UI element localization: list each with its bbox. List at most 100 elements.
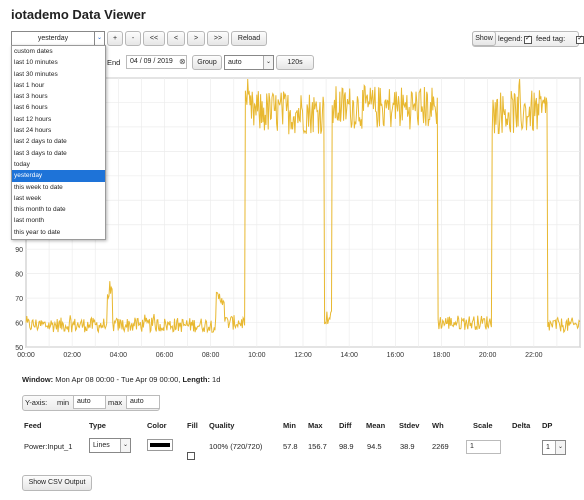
- column-header-quality: Quality: [209, 421, 235, 430]
- column-header-color: Color: [147, 421, 167, 430]
- dp-select-value: 1: [546, 444, 550, 451]
- range-select[interactable]: yesterday ⌄: [11, 31, 105, 46]
- range-option[interactable]: last month: [14, 217, 44, 225]
- column-header-feed: Feed: [24, 421, 42, 430]
- group-select-value: auto: [228, 59, 242, 66]
- x-tick-label: 12:00: [294, 352, 312, 359]
- yaxis-label: Y-axis:: [25, 398, 48, 407]
- reload-button[interactable]: Reload: [231, 31, 267, 46]
- zoom-out-button[interactable]: -: [125, 31, 141, 46]
- feedtag-checkbox[interactable]: [576, 34, 584, 44]
- feed-table-row: Power:Input_1 Lines ⌄ 100% (720/720) 57.…: [0, 9, 584, 460]
- type-select-value: Lines: [93, 442, 110, 449]
- yaxis-max-input[interactable]: auto: [126, 395, 160, 409]
- group-select[interactable]: auto ⌄: [224, 55, 274, 70]
- end-date-value: 04 / 09 / 2019: [130, 58, 173, 65]
- window-label: Window:: [22, 375, 54, 384]
- column-header-delta: Delta: [512, 421, 531, 430]
- y-tick-label: 60: [15, 321, 23, 328]
- color-picker[interactable]: [147, 439, 173, 451]
- yaxis-max-label: max: [108, 398, 123, 407]
- dp-select[interactable]: 1 ⌄: [542, 440, 566, 455]
- chevron-down-icon: ⌄: [94, 32, 104, 45]
- chevron-down-icon: ⌄: [263, 56, 273, 69]
- series-line: [25, 78, 581, 334]
- x-tick-label: 02:00: [63, 352, 81, 359]
- end-date-input[interactable]: 04 / 09 / 2019: [126, 55, 187, 69]
- type-select[interactable]: Lines ⌄: [89, 438, 131, 453]
- clear-icon[interactable]: ⊗: [179, 57, 186, 66]
- window-value: Mon Apr 08 00:00 - Tue Apr 09 00:00,: [55, 375, 181, 384]
- column-header-stdev: Stdev: [399, 421, 420, 430]
- feedtag-label: feed tag:: [536, 34, 566, 43]
- fill-checkbox[interactable]: [187, 451, 195, 460]
- column-header-fill: Fill: [187, 421, 198, 430]
- range-dropdown-list[interactable]: custom dates last 10 minutes last 30 minut…: [11, 45, 106, 240]
- range-option[interactable]: last 12 hours: [14, 115, 52, 123]
- range-option[interactable]: last 3 hours: [14, 93, 48, 101]
- column-header-mean: Mean: [366, 421, 386, 430]
- length-label: Length:: [182, 375, 210, 384]
- pan-left-button[interactable]: <: [167, 31, 185, 46]
- mean-value: 94.5: [367, 442, 382, 451]
- pan-left-fast-button[interactable]: <<: [143, 31, 165, 46]
- column-header-min: Min: [283, 421, 296, 430]
- x-tick-label: 20:00: [479, 352, 497, 359]
- range-select-value: yesterday: [37, 35, 69, 42]
- chevron-down-icon: ⌄: [120, 439, 130, 452]
- range-option[interactable]: last 3 days to date: [14, 149, 67, 157]
- feed-name: Power:Input_1: [24, 442, 73, 451]
- y-tick-label: 70: [15, 296, 23, 303]
- pan-right-fast-button[interactable]: >>: [207, 31, 229, 46]
- scale-input[interactable]: 1: [466, 440, 501, 454]
- show-csv-button[interactable]: Show CSV Output: [22, 475, 92, 491]
- y-tick-label: 50: [15, 345, 23, 352]
- x-tick-label: 08:00: [202, 352, 220, 359]
- max-value: 156.7: [308, 442, 327, 451]
- color-swatch: [150, 443, 170, 447]
- yaxis-min-input[interactable]: auto: [73, 395, 106, 409]
- y-tick-label: 90: [15, 247, 23, 254]
- column-header-max: Max: [308, 421, 323, 430]
- yaxis-min-label: min: [57, 398, 70, 407]
- x-tick-label: 14:00: [340, 352, 358, 359]
- x-tick-label: 22:00: [525, 352, 543, 359]
- window-info: Window: Mon Apr 08 00:00 - Tue Apr 09 00…: [22, 375, 220, 384]
- x-tick-label: 04:00: [110, 352, 128, 359]
- diff-value: 98.9: [339, 442, 354, 451]
- range-option[interactable]: last 1 hour: [14, 81, 45, 89]
- range-option[interactable]: last week: [14, 194, 42, 202]
- range-option[interactable]: last 30 minutes: [14, 70, 58, 78]
- power-chart[interactable]: 50 60 70 80 90 00:00 02:00 04:00 06:00 08:00 10:00…: [0, 66, 584, 364]
- zoom-in-button[interactable]: +: [107, 31, 123, 46]
- range-option[interactable]: last 6 hours: [14, 104, 48, 112]
- min-value: 57.8: [283, 442, 298, 451]
- range-option[interactable]: yesterday: [12, 170, 105, 182]
- x-tick-label: 10:00: [248, 352, 266, 359]
- column-header-scale: Scale: [473, 421, 493, 430]
- chevron-down-icon: ⌄: [555, 441, 565, 454]
- range-option[interactable]: last 2 days to date: [14, 138, 67, 146]
- legend-checkbox[interactable]: [524, 34, 532, 44]
- range-option[interactable]: today: [14, 160, 30, 168]
- x-tick-label: 00:00: [17, 352, 35, 359]
- range-option[interactable]: this week to date: [14, 183, 63, 191]
- legend-label: legend:: [498, 34, 523, 43]
- show-button[interactable]: Show: [472, 31, 496, 46]
- range-option[interactable]: last 24 hours: [14, 127, 52, 135]
- column-header-type: Type: [89, 421, 106, 430]
- range-option[interactable]: this month to date: [14, 206, 66, 214]
- quality-value: 100% (720/720): [209, 442, 263, 451]
- x-tick-label: 16:00: [387, 352, 405, 359]
- page-title: iotademo Data Viewer: [11, 7, 146, 22]
- group-label: Group: [192, 55, 222, 70]
- pan-right-button[interactable]: >: [187, 31, 205, 46]
- range-option[interactable]: last 10 minutes: [14, 59, 58, 67]
- column-header-wh: Wh: [432, 421, 444, 430]
- length-value: 1d: [212, 375, 221, 384]
- range-option[interactable]: this year to date: [14, 228, 61, 236]
- x-tick-label: 18:00: [433, 352, 451, 359]
- interval-field[interactable]: 120s: [276, 55, 314, 70]
- column-header-diff: Diff: [339, 421, 352, 430]
- range-option[interactable]: custom dates: [14, 48, 53, 55]
